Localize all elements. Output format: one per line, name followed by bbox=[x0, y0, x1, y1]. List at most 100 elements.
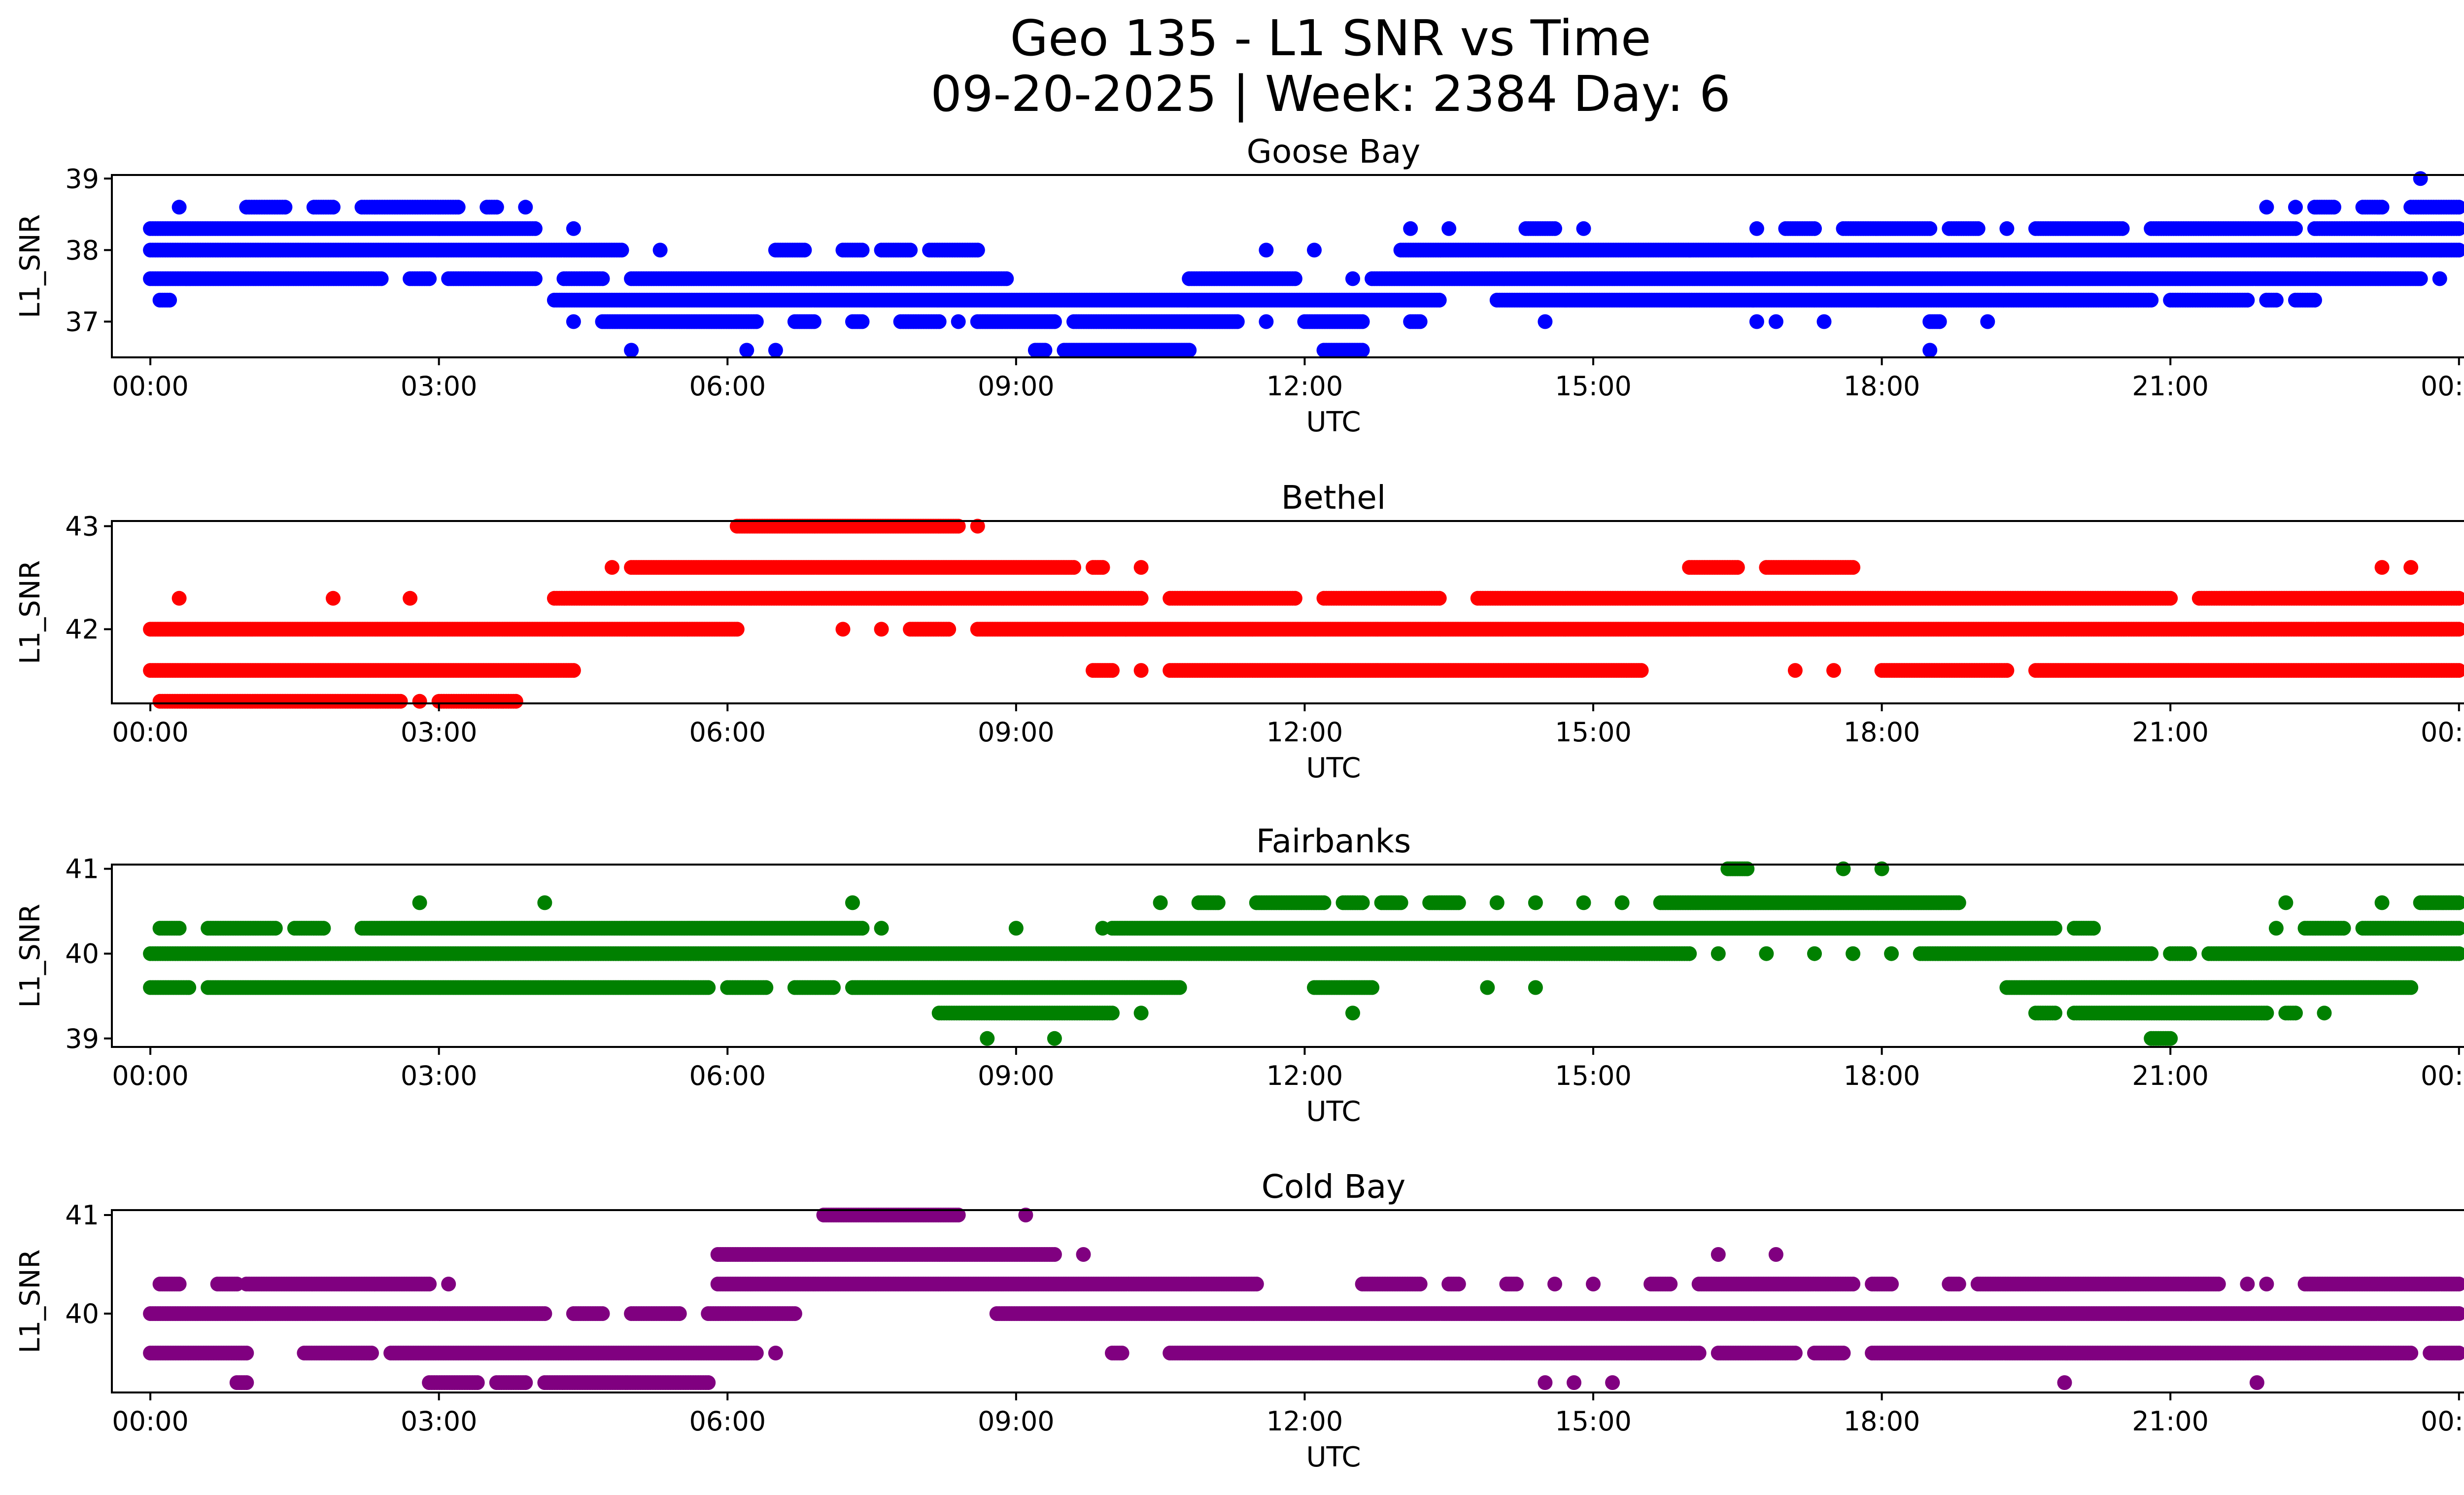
data-point bbox=[277, 200, 293, 215]
y-tick-label: 37 bbox=[65, 306, 99, 337]
data-point bbox=[931, 314, 947, 329]
data-point bbox=[970, 243, 985, 258]
data-point bbox=[1095, 560, 1110, 575]
data-point bbox=[1403, 221, 1418, 236]
data-point bbox=[403, 591, 418, 606]
data-point bbox=[999, 271, 1014, 286]
data-point bbox=[1066, 560, 1081, 575]
data-point bbox=[768, 343, 783, 358]
y-tick-label: 38 bbox=[65, 235, 99, 266]
data-point bbox=[729, 622, 745, 637]
data-point bbox=[1259, 314, 1274, 329]
data-point bbox=[739, 343, 754, 358]
data-point bbox=[2403, 560, 2419, 575]
data-point bbox=[797, 243, 812, 258]
data-point bbox=[1037, 343, 1053, 358]
data-point bbox=[1749, 314, 1764, 329]
data-point bbox=[422, 271, 437, 286]
data-point bbox=[614, 243, 629, 258]
y-tick-label: 39 bbox=[65, 163, 99, 194]
data-point bbox=[2432, 271, 2447, 286]
data-point bbox=[2115, 221, 2130, 236]
data-point bbox=[1538, 314, 1553, 329]
data-point bbox=[1259, 243, 1274, 258]
data-point bbox=[450, 200, 466, 215]
data-point bbox=[2144, 292, 2159, 308]
data-point bbox=[595, 271, 610, 286]
data-point bbox=[1307, 243, 1322, 258]
data-point bbox=[326, 591, 341, 606]
data-point bbox=[1182, 343, 1197, 358]
data-point bbox=[1133, 560, 1149, 575]
data-point bbox=[2268, 292, 2284, 308]
scatter-series bbox=[143, 171, 2464, 358]
data-point bbox=[1287, 271, 1302, 286]
data-point bbox=[2413, 171, 2428, 186]
x-tick-label: 15:00 bbox=[1555, 371, 1632, 402]
data-point bbox=[2240, 292, 2255, 308]
data-point bbox=[1999, 221, 2015, 236]
data-point bbox=[1816, 314, 1832, 329]
data-point bbox=[2374, 200, 2390, 215]
x-tick-label: 09:00 bbox=[978, 371, 1055, 402]
x-tick-label: 12:00 bbox=[1266, 371, 1343, 402]
figure-title-line1: Geo 135 - L1 SNR vs Time bbox=[1010, 9, 1651, 67]
data-point bbox=[1047, 314, 1062, 329]
data-point bbox=[1441, 221, 1457, 236]
data-point bbox=[2307, 292, 2322, 308]
data-point bbox=[527, 221, 543, 236]
data-point bbox=[1547, 221, 1562, 236]
data-point bbox=[527, 271, 543, 286]
data-point bbox=[2413, 271, 2428, 286]
data-point bbox=[1287, 591, 1302, 606]
data-point bbox=[951, 314, 966, 329]
x-tick-label: 21:00 bbox=[2132, 371, 2209, 402]
data-point bbox=[1932, 314, 1947, 329]
data-point bbox=[162, 292, 177, 308]
data-point bbox=[652, 243, 668, 258]
data-point bbox=[1846, 560, 1861, 575]
data-point bbox=[903, 243, 918, 258]
data-point bbox=[806, 314, 821, 329]
x-axis-label: UTC bbox=[1306, 406, 1361, 438]
x-tick-label: 03:00 bbox=[401, 371, 478, 402]
data-point bbox=[2288, 221, 2303, 236]
data-point bbox=[566, 221, 581, 236]
data-point bbox=[605, 560, 619, 575]
data-point bbox=[1432, 292, 1447, 308]
data-point bbox=[941, 622, 957, 637]
data-point bbox=[2163, 591, 2178, 606]
data-point bbox=[2451, 221, 2464, 236]
figure-title-line2: 09-20-2025 | Week: 2384 Day: 6 bbox=[930, 65, 1730, 123]
data-point bbox=[1345, 271, 1360, 286]
data-point bbox=[2259, 200, 2274, 215]
data-point bbox=[1355, 314, 1370, 329]
data-point bbox=[1922, 221, 1938, 236]
data-point bbox=[171, 591, 187, 606]
data-point bbox=[1730, 560, 1745, 575]
data-point bbox=[1230, 314, 1245, 329]
data-point bbox=[749, 314, 764, 329]
subplot-title: Bethel bbox=[1281, 479, 1386, 517]
y-axis-label: L1_SNR bbox=[14, 214, 46, 318]
data-point bbox=[2327, 200, 2341, 215]
data-point bbox=[855, 314, 870, 329]
data-point bbox=[489, 200, 504, 215]
x-tick-label: 18:00 bbox=[1844, 371, 1920, 402]
data-point bbox=[2451, 243, 2464, 258]
data-point bbox=[1749, 221, 1764, 236]
data-point bbox=[1432, 591, 1447, 606]
data-point bbox=[1355, 343, 1370, 358]
x-tick-label: 00:00 bbox=[112, 371, 189, 402]
subplot-title: Goose Bay bbox=[1247, 133, 1421, 171]
data-point bbox=[1970, 221, 1985, 236]
data-point bbox=[2288, 200, 2303, 215]
data-point bbox=[1922, 343, 1938, 358]
data-point bbox=[1807, 221, 1822, 236]
data-point bbox=[1980, 314, 1995, 329]
data-point bbox=[624, 343, 639, 358]
data-point bbox=[171, 200, 187, 215]
data-point bbox=[518, 200, 533, 215]
